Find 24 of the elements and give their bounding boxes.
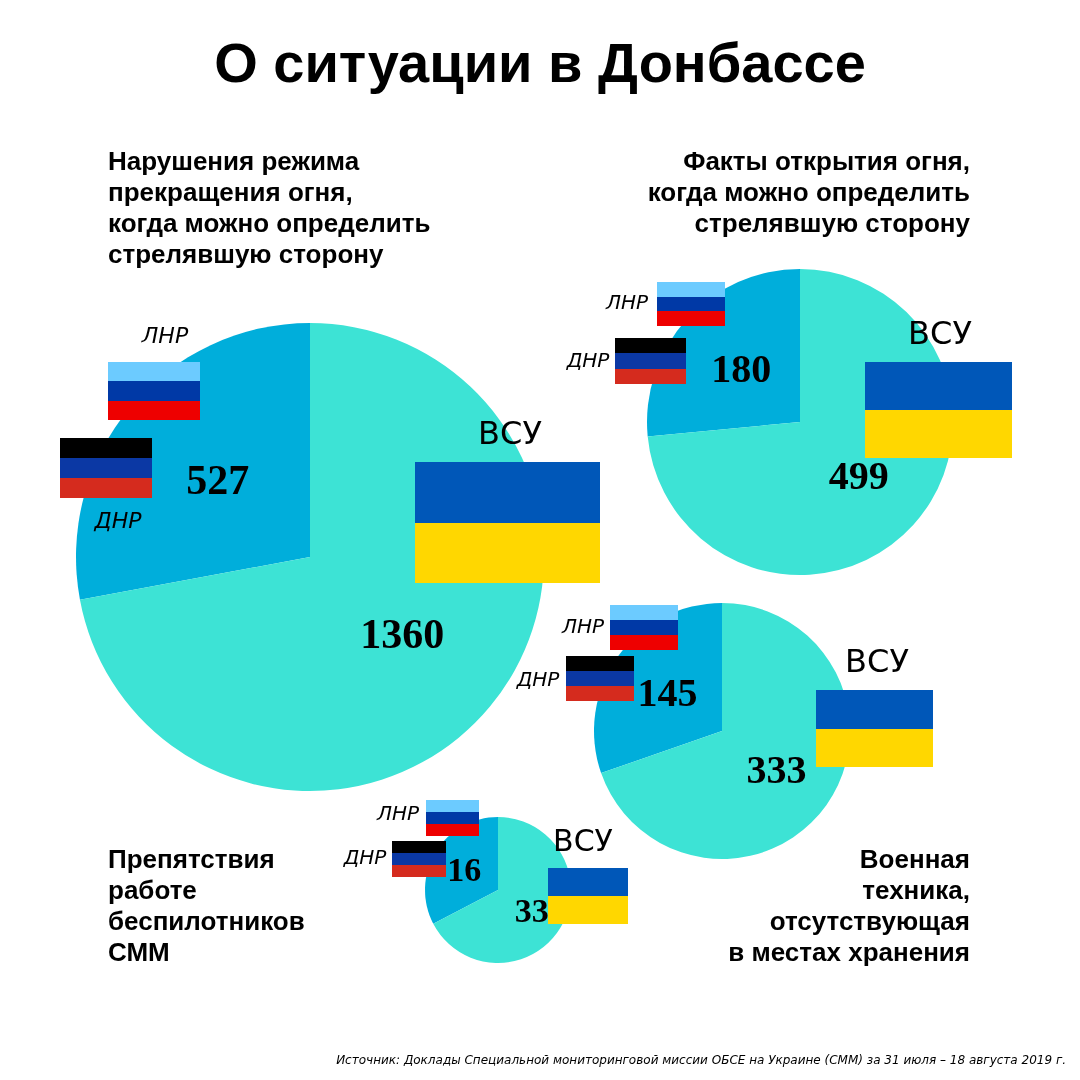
text: ДНР	[565, 348, 611, 372]
text: ЛНР	[604, 290, 650, 314]
data-label: 145	[637, 669, 698, 715]
text: ДНР	[515, 667, 561, 691]
text: ДНР	[93, 507, 143, 533]
chart-subtitle: Факты открытия огня, когда можно определить стрелявшую сторону	[647, 145, 971, 238]
text: Препятствия работе беспилотников СММ	[108, 843, 305, 968]
text: ЛНР	[140, 322, 189, 348]
chart-title: О ситуации в Донбассе	[214, 30, 866, 94]
slice-label: ВСУ	[553, 822, 613, 858]
text: Источник: Доклады Специальной мониторинговой миссии ОБСЕ на Украине (СММ) за 31 июля – 18 августа 2019 г.	[336, 1053, 1066, 1067]
data-label: 527	[186, 457, 250, 504]
text: ДНР	[342, 845, 388, 869]
data-label: 180	[711, 346, 772, 392]
data-label: 499	[828, 452, 889, 498]
text: ЛНР	[375, 801, 421, 825]
data-label: 1360	[360, 610, 445, 657]
slice-label: ВСУ	[845, 642, 909, 680]
text: Военная техника, отсутствующая в местах хранения	[728, 843, 970, 968]
data-label: 33	[514, 891, 549, 929]
text: ЛНР	[560, 614, 606, 638]
data-label: 333	[746, 747, 807, 793]
data-label: 16	[447, 851, 482, 889]
chart-subtitle: Нарушения режима прекращения огня, когда можно определить стрелявшую сторону	[108, 145, 431, 270]
